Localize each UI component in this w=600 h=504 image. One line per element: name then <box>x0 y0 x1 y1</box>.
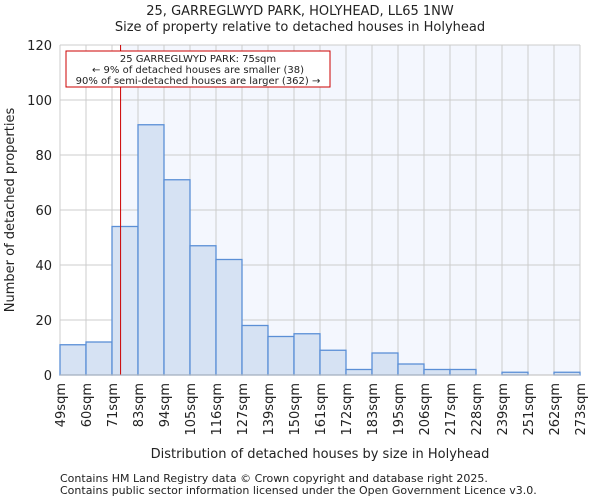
histogram-bar <box>267 335 295 376</box>
x-tick-label: 228sqm <box>470 383 485 436</box>
x-tick-label: 71sqm <box>106 383 121 427</box>
histogram-bar <box>189 245 217 376</box>
histogram-bar <box>423 368 451 376</box>
x-tick-label: 172sqm <box>340 383 355 436</box>
chart-subtitle: Size of property relative to detached ho… <box>115 20 485 35</box>
histogram-bar <box>345 368 373 376</box>
x-tick-label: 116sqm <box>210 383 225 436</box>
x-tick-label: 262sqm <box>548 383 563 436</box>
chart-title: 25, GARREGLWYD PARK, HOLYHEAD, LL65 1NW <box>146 4 454 19</box>
footer-line-2: Contains public sector information licen… <box>60 484 537 497</box>
histogram-bar <box>397 363 425 376</box>
annotation-line: 25 GARREGLWYD PARK: 75sqm <box>120 54 276 65</box>
x-tick-label: 183sqm <box>366 383 381 436</box>
x-tick-label: 251sqm <box>522 383 537 436</box>
histogram-bar <box>293 333 321 376</box>
histogram-bar <box>111 225 139 376</box>
footer-line-1: Contains HM Land Registry data © Crown c… <box>60 472 488 485</box>
x-tick-label: 161sqm <box>314 383 329 436</box>
x-tick-label: 127sqm <box>236 383 251 436</box>
annotation-box <box>65 50 331 88</box>
x-tick-label: 49sqm <box>54 383 69 427</box>
x-tick-label: 139sqm <box>262 383 277 436</box>
y-tick-label: 60 <box>35 204 52 219</box>
annotation-line: 90% of semi-detached houses are larger (… <box>76 76 321 87</box>
y-tick-label: 100 <box>27 94 52 109</box>
annotation-line: ← 9% of detached houses are smaller (38) <box>92 65 304 76</box>
histogram-bar <box>215 258 243 376</box>
histogram-bar <box>59 344 87 376</box>
y-tick-label: 20 <box>35 314 52 329</box>
histogram-bar <box>449 368 477 376</box>
y-tick-label: 80 <box>35 149 52 164</box>
x-tick-label: 206sqm <box>418 383 433 436</box>
x-tick-label: 273sqm <box>574 383 589 436</box>
x-tick-label: 239sqm <box>496 383 511 436</box>
y-tick-label: 0 <box>44 369 52 384</box>
x-tick-label: 195sqm <box>392 383 407 436</box>
x-tick-label: 60sqm <box>80 383 95 427</box>
y-tick-label: 40 <box>35 259 52 274</box>
x-tick-label: 150sqm <box>288 383 303 436</box>
histogram-bar <box>241 324 269 376</box>
x-tick-label: 105sqm <box>184 383 199 436</box>
x-tick-label: 217sqm <box>444 383 459 436</box>
x-tick-label: 94sqm <box>158 383 173 427</box>
x-tick-label: 83sqm <box>132 383 147 427</box>
histogram-bar <box>319 349 347 376</box>
y-tick-label: 120 <box>27 39 52 54</box>
x-axis-label: Distribution of detached houses by size … <box>151 447 490 462</box>
y-axis-label: Number of detached properties <box>3 108 18 313</box>
histogram-bar <box>371 352 399 376</box>
histogram-bar <box>85 341 113 376</box>
histogram-bar <box>137 124 165 376</box>
histogram-bar <box>163 179 191 376</box>
